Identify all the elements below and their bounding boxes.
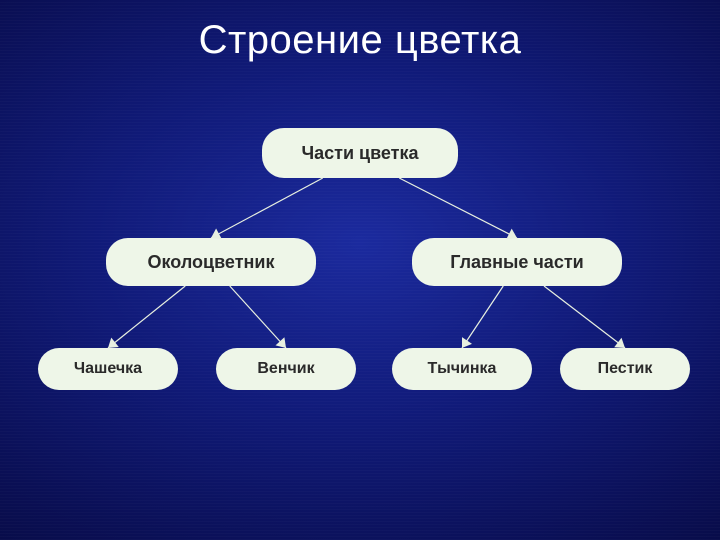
node-main-parts: Главные части [412,238,622,286]
node-root: Части цветка [262,128,458,178]
node-perianth: Околоцветник [106,238,316,286]
node-root-label: Части цветка [301,143,418,164]
node-main-parts-label: Главные части [450,252,583,273]
node-stamen-label: Тычинка [428,360,497,378]
node-corolla-label: Венчик [257,360,314,378]
page-title: Строение цветка [0,18,720,63]
node-pistil: Пестик [560,348,690,390]
node-calyx: Чашечка [38,348,178,390]
node-calyx-label: Чашечка [74,360,142,378]
node-corolla: Венчик [216,348,356,390]
node-perianth-label: Околоцветник [148,252,275,273]
node-stamen: Тычинка [392,348,532,390]
node-pistil-label: Пестик [598,360,653,378]
